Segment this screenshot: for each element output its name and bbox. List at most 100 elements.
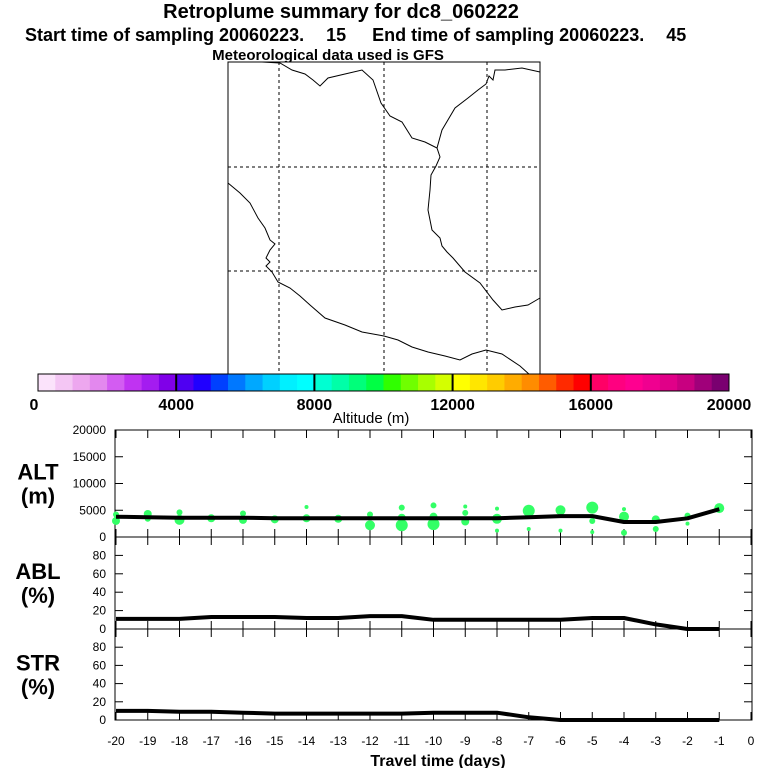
end-time-label: End time of sampling 20060223. — [372, 25, 645, 45]
colorbar-swatch — [694, 374, 713, 391]
abl-line — [116, 614, 720, 631]
start-time-value: 15 — [326, 25, 347, 45]
scatter-point — [495, 506, 499, 511]
x-tick-label: -12 — [361, 734, 379, 748]
end-time-value: 45 — [666, 25, 687, 45]
y-axis-label: (%) — [21, 583, 55, 608]
colorbar-swatch — [55, 374, 73, 391]
colorbar-tick-label: 20000 — [707, 397, 752, 414]
panel-frame — [114, 628, 753, 721]
colorbar-swatch — [487, 374, 505, 391]
scatter-point — [367, 511, 373, 518]
x-tick-label: -20 — [107, 734, 125, 748]
colorbar-swatch — [176, 374, 194, 391]
x-tick-label: -10 — [425, 734, 443, 748]
x-tick-label: -11 — [394, 734, 411, 748]
colorbar-swatch — [521, 374, 540, 391]
altitude-colorbar — [37, 373, 730, 392]
colorbar-swatch — [418, 374, 436, 391]
scatter-point — [586, 501, 599, 514]
sampling-time-line: Start time of sampling 20060223. 15 End ti… — [25, 25, 686, 46]
map-gridlines — [228, 62, 540, 375]
colorbar-swatch — [193, 374, 212, 391]
panel-abl: 80 60 40 20 0 ABL(%) — [15, 536, 753, 636]
scatter-point — [430, 502, 437, 509]
colorbar-tick-label: 12000 — [430, 397, 475, 414]
y-tick-label: 80 — [93, 640, 107, 654]
y-tick-label: 15000 — [73, 450, 107, 464]
scatter-point — [495, 528, 499, 533]
colorbar-swatch — [573, 374, 592, 391]
colorbar-swatch — [452, 374, 471, 391]
x-tick-label: -17 — [203, 734, 221, 748]
time-series-panels: 20000150001000050000ALT(m)806040200ABL(%… — [15, 423, 754, 748]
scatter-point — [176, 509, 183, 516]
scatter-point — [522, 504, 535, 517]
scatter-point — [395, 519, 408, 532]
scatter-point — [685, 521, 690, 526]
y-tick-label: 0 — [99, 622, 106, 636]
map-coastlines — [227, 61, 541, 376]
y-axis-label: (%) — [21, 675, 55, 700]
y-tick-label: 40 — [93, 677, 107, 691]
colorbar-swatch — [348, 374, 367, 391]
x-tick-label: -19 — [139, 734, 157, 748]
colorbar-swatch — [711, 374, 730, 391]
colorbar-swatch — [642, 374, 661, 391]
colorbar-swatch — [590, 374, 609, 391]
colorbar-swatch — [659, 374, 678, 391]
colorbar-swatch — [89, 374, 108, 391]
colorbar-tick-label: 8000 — [297, 397, 333, 414]
colorbar-swatch — [38, 374, 56, 391]
y-tick-label: 20 — [93, 695, 107, 709]
colorbar-swatch — [210, 374, 229, 391]
colorbar-swatch — [228, 374, 246, 391]
colorbar-swatch — [608, 374, 626, 391]
x-tick-label: -9 — [460, 734, 471, 748]
y-axis-label: STR — [16, 651, 60, 676]
scatter-point — [652, 525, 659, 532]
y-tick-label: 80 — [93, 548, 107, 562]
x-tick-label: -14 — [298, 734, 316, 748]
colorbar-tick-label: 4000 — [158, 397, 194, 414]
x-tick-label: -15 — [266, 734, 284, 748]
x-tick-label: -1 — [714, 734, 725, 748]
colorbar-swatch — [245, 374, 263, 391]
x-tick-label: -7 — [523, 734, 534, 748]
scatter-point — [589, 517, 596, 524]
x-tick-label: -8 — [492, 734, 503, 748]
colorbar-swatch — [72, 374, 91, 391]
page-title: Retroplume summary for dc8_060222 — [163, 1, 519, 23]
scatter-point — [462, 509, 469, 516]
str-line — [116, 708, 720, 722]
colorbar-tick-label: 16000 — [569, 397, 614, 414]
met-data-label: Meteorological data used is GFS — [212, 47, 444, 64]
colorbar-swatch — [107, 374, 125, 391]
y-axis-label: (m) — [21, 484, 55, 509]
colorbar-swatch — [158, 374, 177, 391]
y-tick-label: 60 — [93, 567, 107, 581]
colorbar-tick-label: 0 — [30, 397, 39, 414]
colorbar-swatch — [625, 374, 644, 391]
colorbar-swatch — [297, 374, 315, 391]
colorbar-swatch — [677, 374, 695, 391]
map-panel — [227, 61, 541, 376]
scatter-point — [240, 510, 246, 517]
scatter-point — [463, 504, 468, 509]
colorbar-swatch — [504, 374, 523, 391]
x-axis-label: Travel time (days) — [370, 753, 505, 768]
scatter-point — [622, 507, 626, 512]
colorbar-swatch — [383, 374, 402, 391]
scatter-point — [365, 520, 375, 531]
panel-str: 80 60 40 20 0 STR(%) — [16, 628, 753, 727]
colorbar-frame — [37, 373, 730, 392]
scatter-point — [558, 528, 563, 533]
x-tick-label: -6 — [555, 734, 566, 748]
x-tick-label: -2 — [682, 734, 693, 748]
colorbar-swatch — [435, 374, 453, 391]
colorbar-tick-labels: 0 4000 8000 12000 16000 20000 — [30, 397, 752, 414]
scatter-point — [619, 511, 629, 522]
x-tick-label: -18 — [171, 734, 189, 748]
colorbar-swatch — [556, 374, 574, 391]
